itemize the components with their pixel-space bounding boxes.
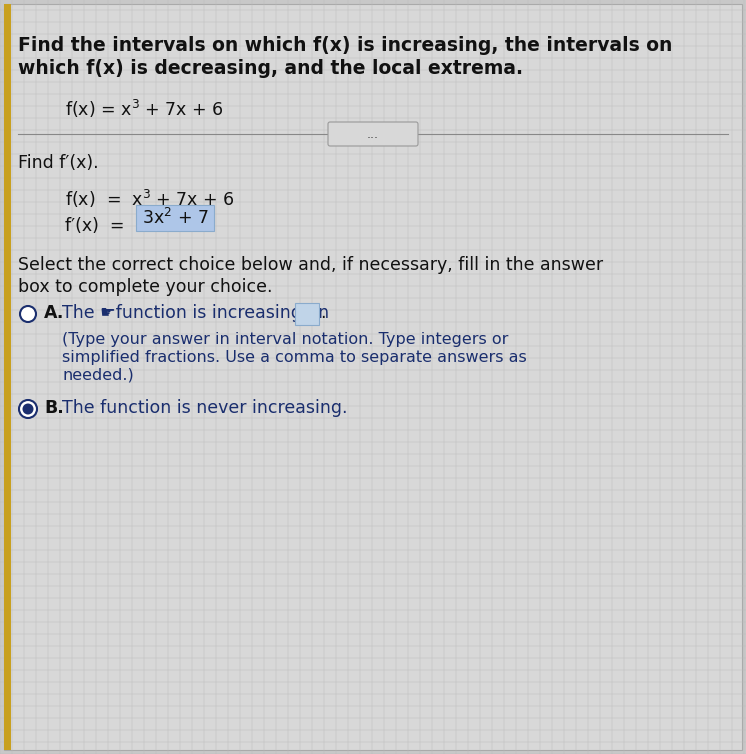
Text: f(x)  =  x$^{3}$ + 7x + 6: f(x) = x$^{3}$ + 7x + 6 [65, 188, 235, 210]
Text: simplified fractions. Use a comma to separate answers as: simplified fractions. Use a comma to sep… [62, 350, 527, 365]
Text: The function is never increasing.: The function is never increasing. [62, 399, 348, 417]
Text: Select the correct choice below and, if necessary, fill in the answer: Select the correct choice below and, if … [18, 256, 603, 274]
Circle shape [20, 306, 36, 322]
FancyBboxPatch shape [136, 205, 214, 231]
Text: f(x) = x$^{3}$ + 7x + 6: f(x) = x$^{3}$ + 7x + 6 [65, 98, 224, 120]
Bar [4, 4, 11, 750]
Text: .: . [320, 304, 325, 322]
Text: ...: ... [367, 127, 379, 140]
Text: 3x$^{2}$ + 7: 3x$^{2}$ + 7 [142, 208, 208, 228]
Text: box to complete your choice.: box to complete your choice. [18, 278, 272, 296]
Text: Find the intervals on which f(x) is increasing, the intervals on: Find the intervals on which f(x) is incr… [18, 36, 672, 55]
FancyBboxPatch shape [4, 4, 742, 750]
Text: The ☛function is increasing on: The ☛function is increasing on [62, 304, 329, 322]
Text: f′(x)  =: f′(x) = [65, 217, 125, 235]
Circle shape [19, 400, 37, 418]
Text: which f(x) is decreasing, and the local extrema.: which f(x) is decreasing, and the local … [18, 59, 523, 78]
Circle shape [22, 403, 34, 415]
FancyBboxPatch shape [295, 303, 319, 325]
Text: Find f′(x).: Find f′(x). [18, 154, 98, 172]
Text: (Type your answer in interval notation. Type integers or: (Type your answer in interval notation. … [62, 332, 508, 347]
Text: A.: A. [44, 304, 64, 322]
Text: B.: B. [44, 399, 63, 417]
Text: needed.): needed.) [62, 368, 134, 383]
FancyBboxPatch shape [328, 122, 418, 146]
